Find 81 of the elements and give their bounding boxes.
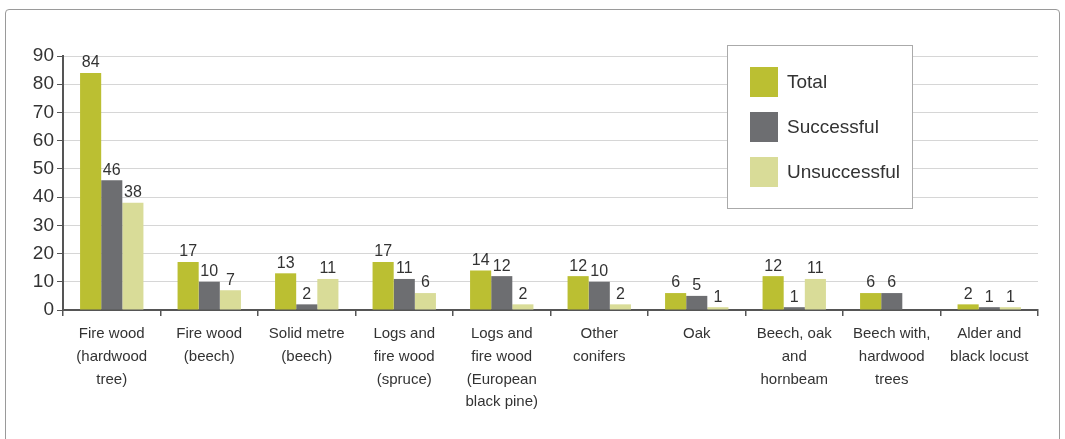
y-tick-label: 40 xyxy=(32,185,54,207)
x-tick-label: Oak xyxy=(682,323,711,341)
bar xyxy=(804,278,826,310)
x-tick-label: Fire wood (beech) xyxy=(176,323,243,364)
y-tick-label: 20 xyxy=(32,241,54,263)
bar xyxy=(512,304,534,310)
data-label: 12 xyxy=(764,256,783,274)
bar xyxy=(978,307,1000,310)
data-label: 10 xyxy=(200,262,219,280)
data-label: 14 xyxy=(471,250,490,268)
data-label: 1 xyxy=(789,287,799,305)
data-label: 46 xyxy=(102,160,121,178)
data-label: 11 xyxy=(319,259,337,277)
data-label: 6 xyxy=(866,273,876,291)
y-tick-label: 90 xyxy=(32,44,54,66)
data-label: 5 xyxy=(692,276,702,294)
legend-label: Unsuccessful xyxy=(787,161,900,183)
bar xyxy=(665,293,687,310)
data-label: 13 xyxy=(276,253,295,271)
bar xyxy=(609,304,631,310)
data-label: 10 xyxy=(590,262,609,280)
bar xyxy=(881,293,903,310)
x-tick-label: Beech with, hardwood trees xyxy=(852,323,931,387)
legend-label: Successful xyxy=(787,116,879,138)
data-label: 2 xyxy=(518,284,528,302)
bar xyxy=(219,290,241,310)
data-label: 17 xyxy=(179,242,198,260)
data-label: 11 xyxy=(807,259,824,277)
bar xyxy=(762,276,784,310)
data-label: 6 xyxy=(887,273,897,291)
x-tick-label: Beech, oak and hornbeam xyxy=(756,323,833,387)
x-tick-label: Alder and black locust xyxy=(950,323,1030,364)
y-tick-label: 0 xyxy=(43,298,54,320)
bar xyxy=(177,262,199,310)
x-tick-label: Logs and fire wood (spruce) xyxy=(373,323,436,387)
data-label: 2 xyxy=(302,284,312,302)
bar xyxy=(296,304,318,310)
bar xyxy=(414,293,436,310)
bar xyxy=(122,202,144,310)
bar xyxy=(101,180,123,310)
y-tick-label: 30 xyxy=(32,213,54,235)
data-label: 6 xyxy=(671,273,681,291)
bar xyxy=(783,307,805,310)
data-label: 12 xyxy=(492,256,511,274)
bar xyxy=(470,270,492,310)
y-tick-label: 70 xyxy=(32,100,54,122)
bar xyxy=(275,273,297,310)
y-tick-label: 10 xyxy=(32,270,54,292)
data-label: 17 xyxy=(374,242,393,260)
x-tick-label: Logs and fire wood (European black pine) xyxy=(465,323,539,410)
bar xyxy=(999,307,1021,310)
y-tick-label: 50 xyxy=(32,157,54,179)
data-label: 7 xyxy=(225,270,235,288)
data-label: 2 xyxy=(963,284,973,302)
data-label: 1 xyxy=(984,287,994,305)
data-label: 6 xyxy=(420,273,430,291)
data-label: 1 xyxy=(713,287,723,305)
bar xyxy=(686,295,708,310)
data-label: 11 xyxy=(395,259,413,277)
bar xyxy=(393,278,415,310)
data-label: 84 xyxy=(81,53,100,71)
bar xyxy=(957,304,979,310)
bar xyxy=(198,281,220,310)
x-tick-label: Solid metre (beech) xyxy=(268,323,345,364)
bar xyxy=(80,72,102,310)
y-tick-label: 80 xyxy=(32,72,54,94)
data-label: 2 xyxy=(615,284,625,302)
bar xyxy=(860,293,882,310)
data-label: 38 xyxy=(123,183,142,201)
y-tick-label: 60 xyxy=(32,128,54,150)
bar xyxy=(317,278,339,310)
x-tick-label: Fire wood (hardwood tree) xyxy=(76,323,148,387)
bar xyxy=(588,281,610,310)
legend-label: Total xyxy=(787,71,828,93)
bar xyxy=(567,276,589,310)
bar xyxy=(372,262,394,310)
data-label: 12 xyxy=(569,256,588,274)
bar xyxy=(491,276,513,310)
x-tick-label: Other conifers xyxy=(572,323,626,364)
data-label: 1 xyxy=(1005,287,1015,305)
bar xyxy=(707,307,729,310)
